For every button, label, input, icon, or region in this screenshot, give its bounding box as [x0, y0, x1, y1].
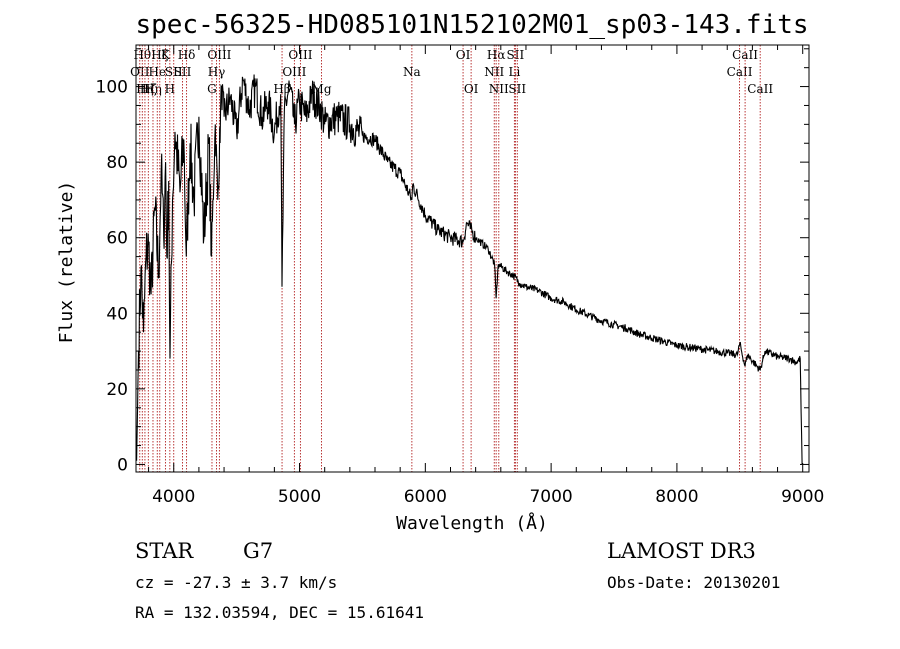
spectral-subclass: G7	[243, 539, 274, 563]
line-marker-label: SII	[508, 82, 526, 96]
line-marker-label: SII	[165, 65, 183, 79]
y-tick-label: 40	[106, 304, 128, 324]
line-marker-label: Hη	[144, 82, 162, 96]
line-marker-label: CaII	[732, 48, 758, 62]
line-marker-label: G	[207, 82, 217, 96]
line-marker-label: Hδ	[178, 48, 196, 62]
line-marker-label: Hη	[136, 82, 154, 96]
x-tick-label: 7000	[529, 487, 572, 507]
spectrum-series-line	[136, 74, 803, 465]
y-tick-label: 100	[96, 78, 128, 98]
y-tick-label: 0	[117, 455, 128, 475]
object-class: STAR	[135, 539, 194, 563]
x-axis-label: Wavelength (Å)	[396, 512, 548, 534]
obs-date-text: Obs-Date: 20130201	[607, 573, 781, 592]
line-marker-label: OII	[130, 65, 150, 79]
line-marker-label: Hβ	[273, 82, 290, 96]
line-marker-label: Hγ	[208, 65, 226, 79]
line-marker-label: CaII	[747, 82, 773, 96]
x-tick-label: 5000	[278, 487, 321, 507]
line-marker-label: H	[165, 82, 175, 96]
line-marker-label: OI	[456, 48, 471, 62]
line-marker-label: OI	[464, 82, 479, 96]
line-marker-label: Li	[508, 65, 520, 79]
line-marker-label: Hθ	[133, 48, 151, 62]
survey-name: LAMOST DR3	[607, 539, 756, 563]
redshift-text: cz = -27.3 ± 3.7 km/s	[135, 573, 338, 592]
chart-title: spec-56325-HD085101N152102M01_sp03-143.f…	[135, 10, 808, 40]
line-marker-label: NII	[484, 65, 504, 79]
plot-frame	[135, 44, 810, 473]
line-marker-label: SII	[174, 65, 192, 79]
line-marker-label: He	[148, 65, 166, 79]
line-marker-label: CaII	[727, 65, 753, 79]
line-marker-label: OIII	[207, 48, 231, 62]
x-tick-label: 8000	[655, 487, 698, 507]
line-marker-label: SII	[507, 48, 525, 62]
line-marker-label: K	[161, 48, 171, 62]
line-marker-label: Hα	[487, 48, 506, 62]
line-marker-label: Na	[403, 65, 421, 79]
line-marker-label: Hζ	[151, 48, 168, 62]
y-tick-label: 20	[106, 380, 128, 400]
y-tick-label: 60	[106, 229, 128, 249]
x-tick-label: 4000	[152, 487, 195, 507]
line-marker-label: OIII	[282, 65, 306, 79]
line-marker-label: OIII	[288, 48, 312, 62]
x-tick-label: 6000	[404, 487, 447, 507]
y-tick-label: 80	[106, 153, 128, 173]
line-marker-label: NII	[489, 82, 509, 96]
axis-ticks: 4000 5000 6000 7000 8000 9000 0 20 40 60 80 100	[96, 45, 824, 507]
y-axis-label: Flux (relative)	[56, 181, 77, 344]
x-tick-label: 9000	[781, 487, 824, 507]
coordinates-text: RA = 132.03594, DEC = 15.61641	[135, 603, 424, 622]
